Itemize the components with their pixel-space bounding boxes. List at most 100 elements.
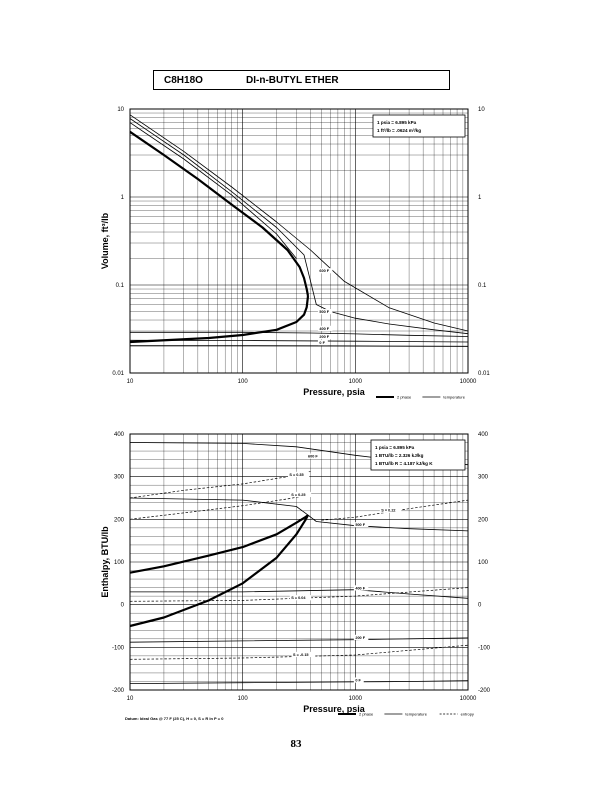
notes-box — [370, 439, 466, 471]
series-line — [129, 122, 297, 259]
y-tick-label-right: 0 — [478, 603, 482, 609]
y-tick-label-right: -200 — [478, 688, 491, 694]
y-tick-label: 0 — [121, 603, 125, 609]
legend-label: 2 phase — [359, 712, 374, 717]
curve-label-bg — [353, 677, 364, 683]
page-number: 83 — [290, 738, 302, 750]
datum-note: Datum: Ideal Gas @ 77 F (25 C), H = 0, S… — [125, 716, 224, 721]
curve-label: S = 0.25 — [291, 493, 305, 497]
curve-label: 600 F — [308, 454, 318, 458]
curve-label: 600 F — [319, 269, 329, 273]
y-tick-label: 300 — [114, 475, 125, 481]
x-tick-label: 10 — [127, 696, 134, 702]
series-line — [129, 130, 310, 297]
x-tick-label: 1000 — [349, 696, 363, 702]
series-line — [129, 497, 469, 532]
curve-label-bg — [306, 453, 321, 459]
plot-frame — [129, 108, 469, 374]
compound-formula: C8H18O — [164, 74, 203, 86]
y-axis-label: Volume, ft³/lb — [100, 212, 110, 269]
legend-label: 2 phase — [397, 395, 412, 400]
legend-label: temperature — [405, 712, 427, 717]
series-line — [129, 114, 469, 332]
x-tick-label: 10 — [127, 379, 134, 385]
legend-label: temperature — [443, 395, 465, 400]
y-tick-label-right: 0.01 — [478, 371, 490, 377]
x-axis-label: Pressure, psia — [303, 387, 366, 397]
y-tick-label-right: 200 — [478, 517, 489, 523]
y-tick-label: 0.01 — [112, 371, 124, 377]
curve-label: 200 F — [319, 335, 329, 339]
series-line — [129, 495, 305, 520]
note-text: 1 BTU/lb R = 4.187 kJ/kg K — [375, 461, 433, 466]
y-tick-label-right: 300 — [478, 475, 489, 481]
curve-label: 500 F — [319, 310, 329, 314]
series-line — [129, 295, 310, 344]
note-text: 1 psia = 6.895 kPa — [377, 120, 417, 125]
compound-name: DI-n-BUTYL ETHER — [246, 74, 339, 86]
chart-header: C8H18O DI-n-BUTYL ETHER — [153, 70, 450, 90]
note-text: 1 ft³/lb = .0624 m³/kg — [377, 128, 421, 133]
legend-label: entropy — [461, 712, 474, 717]
series-line — [321, 499, 469, 521]
note-text: 1 BTU/lb = 2.326 kJ/kg — [375, 453, 424, 458]
x-axis-label: Pressure, psia — [303, 704, 366, 714]
curve-label: S = 0.35 — [289, 473, 303, 477]
curve-label: 0 F — [319, 341, 325, 345]
curve-label: 400 F — [319, 327, 329, 331]
x-tick-label: 100 — [238, 696, 249, 702]
y-tick-label-right: 400 — [478, 432, 489, 438]
curve-label-bg — [317, 268, 333, 274]
series-line — [129, 514, 309, 574]
series-line — [129, 118, 469, 335]
curve-label: 200 F — [355, 636, 365, 640]
y-tick-label-right: 100 — [478, 560, 489, 566]
curve-label-bg — [317, 333, 333, 340]
curve-label: 500 F — [355, 523, 365, 527]
y-tick-label-right: 10 — [478, 107, 485, 113]
series-line — [129, 339, 469, 343]
y-tick-label-right: 1 — [478, 195, 482, 201]
curve-label-bg — [291, 651, 316, 658]
series-group-volume — [129, 114, 469, 347]
x-tick-label: 1000 — [349, 379, 363, 385]
curve-label-bg — [353, 522, 369, 528]
notes-box — [372, 114, 466, 138]
series-line — [130, 345, 469, 347]
series-line — [130, 331, 469, 337]
y-tick-label-right: 0.1 — [478, 283, 487, 289]
curve-label-bg — [379, 507, 402, 513]
note-text: 1 psia = 6.895 kPa — [375, 445, 415, 450]
series-line — [129, 680, 469, 684]
curve-label-bg — [317, 325, 333, 331]
y-tick-label: 200 — [114, 517, 125, 523]
x-tick-label: 100 — [238, 379, 249, 385]
curve-label-bg — [317, 340, 328, 346]
y-tick-label-right: -100 — [478, 645, 491, 651]
curve-label-bg — [353, 634, 369, 640]
y-tick-label: 10 — [117, 107, 124, 113]
y-tick-label: 100 — [114, 560, 125, 566]
curve-label-bg — [317, 309, 333, 315]
x-tick-label: 10000 — [460, 379, 477, 385]
curve-label: 400 F — [355, 586, 365, 590]
curve-label-bg — [289, 595, 312, 601]
curve-label-bg — [287, 471, 310, 478]
curve-label: 0 F — [355, 678, 361, 682]
curve-label-bg — [353, 585, 369, 591]
y-tick-label: 0.1 — [116, 283, 125, 289]
y-axis-label: Enthalpy, BTU/lb — [100, 526, 110, 598]
x-tick-label: 10000 — [460, 696, 477, 702]
curve-label-bg — [289, 491, 312, 498]
curve-label: S = -0.15 — [293, 653, 309, 657]
series-line — [129, 514, 309, 628]
series-line — [129, 637, 469, 643]
plot-frame — [129, 433, 469, 691]
y-tick-label: 400 — [114, 432, 125, 438]
y-tick-label: -100 — [112, 645, 125, 651]
series-line — [129, 471, 311, 499]
y-tick-label: 1 — [121, 195, 125, 201]
